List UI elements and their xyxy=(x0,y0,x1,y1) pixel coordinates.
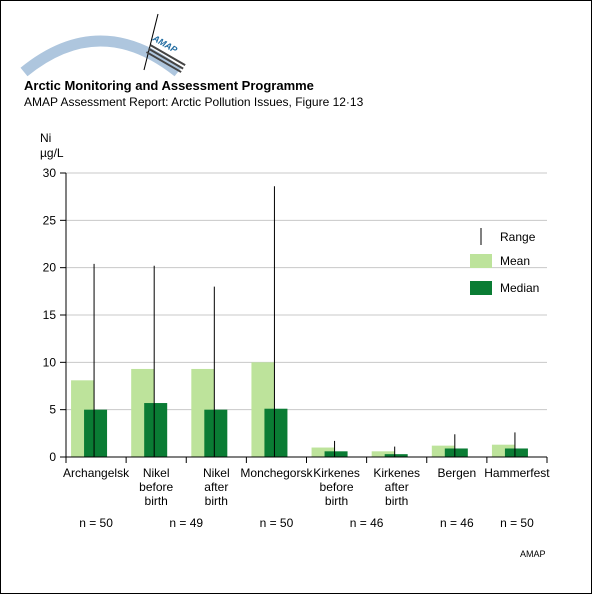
mean-bar xyxy=(431,445,455,457)
legend-median-label: Median xyxy=(500,281,539,295)
n-label: n = 46 xyxy=(440,516,474,530)
legend: Range Mean Median xyxy=(470,228,539,295)
legend-mean-label: Mean xyxy=(500,254,530,268)
category-label: before xyxy=(139,480,173,494)
category-label: Kirkenes xyxy=(313,466,360,480)
y-tick-label: 30 xyxy=(43,166,57,180)
y-tick-label: 20 xyxy=(43,261,57,275)
category-label: Monchegorsk xyxy=(240,466,313,480)
header-subtitle: AMAP Assessment Report: Arctic Pollution… xyxy=(24,95,364,109)
n-labels: n = 50 n = 49 n = 50 n = 46 n = 46 n = 50 xyxy=(79,516,534,530)
category-label: Archangelsk xyxy=(63,466,130,480)
median-bar xyxy=(204,409,228,457)
y-tick-label: 15 xyxy=(43,308,57,322)
y-axis-label-line: µg/L xyxy=(40,146,64,160)
n-label: n = 49 xyxy=(169,516,203,530)
tick-labels: 0 5 10 15 20 25 30 xyxy=(43,166,57,464)
category-label: Hammerfest xyxy=(484,466,550,480)
median-bar xyxy=(504,448,528,457)
n-label: n = 50 xyxy=(500,516,534,530)
n-label: n = 50 xyxy=(79,516,113,530)
median-bar xyxy=(84,409,108,457)
header-title: Arctic Monitoring and Assessment Program… xyxy=(24,78,314,93)
y-tick-label: 10 xyxy=(43,355,57,369)
median-bar xyxy=(324,451,348,457)
logo-stripes xyxy=(146,44,186,73)
median-bar xyxy=(444,448,468,457)
gridlines xyxy=(66,172,547,411)
median-bar xyxy=(144,403,168,457)
y-tick-label: 0 xyxy=(49,450,56,464)
legend-range-label: Range xyxy=(500,230,536,244)
category-labels: Archangelsk NikelbeforebirthNikelafterbir… xyxy=(63,466,550,508)
category-label: birth xyxy=(205,494,228,508)
logo-line xyxy=(143,13,159,71)
median-bar xyxy=(264,408,288,457)
mean-bar xyxy=(371,451,395,457)
y-tick-label: 25 xyxy=(43,213,57,227)
n-label: n = 50 xyxy=(260,516,294,530)
y-tick-label: 5 xyxy=(49,403,56,417)
n-label: n = 46 xyxy=(350,516,384,530)
category-label: Bergen xyxy=(437,466,476,480)
category-label: after xyxy=(204,480,228,494)
category-label: after xyxy=(385,480,409,494)
category-label: Kirkenes xyxy=(373,466,420,480)
legend-mean-swatch xyxy=(470,254,492,268)
category-label: birth xyxy=(385,494,408,508)
category-label: Nikel xyxy=(143,466,170,480)
median-bar xyxy=(384,454,408,457)
y-axis-label-line: Ni xyxy=(40,131,51,145)
mean-bar xyxy=(311,447,335,457)
category-label: birth xyxy=(325,494,348,508)
axes xyxy=(60,172,548,463)
amap-logo: AMAP xyxy=(20,13,186,77)
legend-median-swatch xyxy=(470,281,492,295)
category-label: birth xyxy=(145,494,168,508)
bars xyxy=(71,186,528,457)
category-label: Nikel xyxy=(203,466,230,480)
footer-credit: AMAP xyxy=(520,549,546,559)
category-label: before xyxy=(320,480,354,494)
